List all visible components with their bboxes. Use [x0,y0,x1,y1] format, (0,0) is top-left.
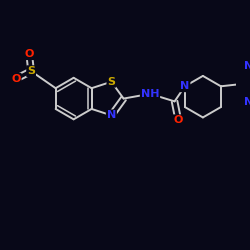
Text: O: O [174,115,183,125]
Text: NH: NH [141,89,159,99]
Text: N: N [244,98,250,108]
Text: N: N [180,81,190,91]
Text: S: S [108,77,116,87]
Text: N: N [107,110,116,120]
Text: S: S [27,66,35,76]
Text: O: O [24,49,34,59]
Text: N: N [244,62,250,72]
Text: O: O [11,74,21,84]
